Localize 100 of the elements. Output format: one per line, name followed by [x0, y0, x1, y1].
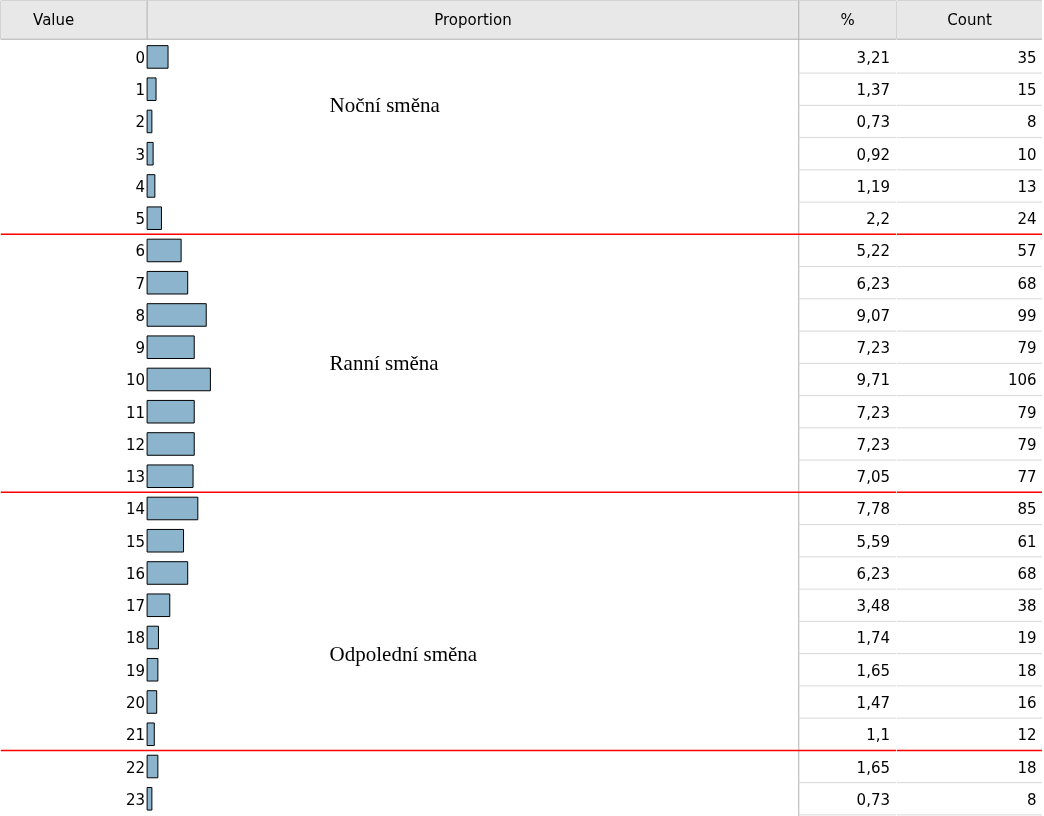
data-label: 1,65 [856, 661, 890, 680]
data-label: 9,07 [856, 306, 890, 325]
data-label: 18 [1017, 758, 1037, 777]
data-label: 8 [1027, 790, 1037, 809]
bar [146, 496, 199, 521]
data-label: 16 [1017, 694, 1037, 712]
y-tick-label: 15 [126, 532, 146, 551]
data-label: 7,23 [856, 403, 890, 422]
bar [146, 722, 155, 747]
y-tick-label: 20 [126, 694, 146, 712]
bar [146, 432, 195, 456]
data-label: 18 [1017, 661, 1037, 680]
y-tick-label: 22 [126, 758, 146, 777]
y-tick-label: 17 [126, 597, 146, 616]
data-label: 19 [1017, 629, 1037, 648]
data-label: 61 [1017, 532, 1037, 551]
data-label: 0,73 [856, 790, 890, 809]
data-label: 0,92 [856, 145, 890, 164]
data-label: 12 [1017, 726, 1037, 745]
data-label: 1,1 [866, 726, 890, 745]
y-tick-label: 6 [135, 242, 146, 261]
y-tick-label: 3 [135, 145, 146, 164]
bar [146, 174, 156, 198]
bar [146, 335, 195, 360]
data-label: 79 [1017, 435, 1037, 454]
bar [146, 786, 153, 811]
data-label: 5,59 [856, 532, 890, 551]
annotation: Ranní směna [329, 351, 440, 376]
data-label: 9,71 [856, 371, 890, 390]
data-label: 77 [1017, 468, 1037, 487]
data-label: 68 [1017, 564, 1037, 583]
y-tick-label: 18 [126, 629, 146, 648]
bar [146, 464, 194, 489]
y-tick-label: 10 [126, 371, 146, 390]
text: Count [947, 10, 992, 29]
text: % [840, 10, 855, 29]
data-label: 1,19 [856, 177, 890, 196]
data-label: 106 [1008, 371, 1037, 390]
data-label: 5,22 [856, 242, 890, 261]
y-tick-label: 14 [126, 500, 146, 519]
data-label: 10 [1017, 145, 1037, 164]
data-label: 3,48 [856, 597, 890, 616]
bar [146, 690, 158, 714]
bar [146, 206, 162, 230]
y-tick-label: 2 [135, 113, 146, 132]
data-label: 7,23 [856, 339, 890, 358]
bar [146, 141, 154, 166]
data-label: 7,05 [856, 468, 890, 487]
annotation: Noční směna [329, 93, 441, 118]
data-label: 57 [1017, 242, 1037, 261]
data-label: 79 [1017, 403, 1037, 422]
y-tick-label: 5 [135, 210, 146, 229]
y-tick-label: 13 [126, 468, 146, 487]
bar [146, 754, 159, 779]
bar [146, 593, 171, 618]
data-label: 13 [1017, 177, 1037, 196]
data-label: 7,78 [856, 500, 890, 519]
annotation: Odpolední směna [329, 641, 478, 666]
bar [146, 399, 195, 424]
y-tick-label: 4 [135, 177, 146, 196]
bar [146, 77, 157, 101]
bar [146, 270, 189, 295]
bar [146, 625, 159, 650]
y-tick-label: 11 [126, 403, 146, 422]
data-label: 68 [1017, 274, 1037, 293]
data-label: 1,47 [856, 694, 890, 712]
bar [146, 367, 211, 392]
y-tick-label: 19 [126, 661, 146, 680]
data-label: 3,21 [856, 48, 890, 67]
data-label: 1,65 [856, 758, 890, 777]
y-tick-label: 23 [126, 790, 146, 809]
data-label: 6,23 [856, 274, 890, 293]
data-label: 99 [1017, 306, 1037, 325]
x-axis-title: Proportion [434, 10, 512, 29]
data-label: 85 [1017, 500, 1037, 519]
data-label: 6,23 [856, 564, 890, 583]
data-label: 79 [1017, 339, 1037, 358]
data-label: 24 [1017, 210, 1037, 229]
data-label: 1,74 [856, 629, 890, 648]
bar [146, 561, 189, 585]
bar [146, 303, 207, 327]
data-label: 0,73 [856, 113, 890, 132]
y-tick-label: 12 [126, 435, 146, 454]
y-tick-label: 21 [126, 726, 146, 745]
data-label: 1,37 [856, 81, 890, 100]
bar [146, 528, 185, 553]
bar [146, 109, 153, 134]
y-tick-label: 1 [135, 81, 146, 100]
y-axis-title: Value [33, 10, 75, 29]
y-tick-label: 8 [135, 306, 146, 325]
data-label: 38 [1017, 597, 1037, 616]
y-tick-label: 9 [135, 339, 146, 358]
data-label: 2,2 [866, 210, 890, 229]
bar [146, 657, 159, 682]
y-tick-label: 0 [135, 48, 146, 67]
bar [146, 238, 182, 263]
bar [146, 45, 169, 69]
data-label: 8 [1027, 113, 1037, 132]
y-tick-label: 7 [135, 274, 146, 293]
y-tick-label: 16 [126, 564, 146, 583]
